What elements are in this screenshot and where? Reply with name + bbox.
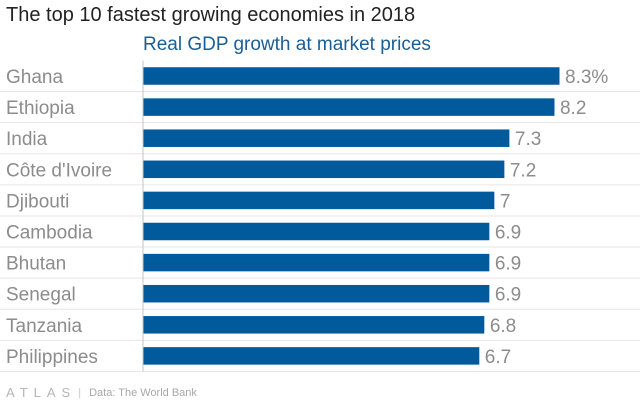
value-label: 7.2	[510, 160, 536, 181]
footer: ATLAS | Data: The World Bank	[6, 385, 197, 400]
bar	[143, 129, 510, 147]
value-label: 6.9	[495, 223, 521, 244]
value-label: 6.7	[485, 347, 511, 368]
bar	[143, 98, 555, 116]
atlas-logo: ATLAS	[6, 385, 77, 400]
value-label: 6.9	[495, 254, 521, 275]
value-label: 8.2	[560, 98, 586, 119]
category-label: Ethiopia	[6, 98, 75, 119]
data-source: Data: The World Bank	[89, 386, 197, 399]
bar	[143, 222, 490, 241]
category-label: Djibouti	[6, 191, 69, 212]
category-label: Bhutan	[6, 254, 66, 275]
category-label: Philippines	[6, 347, 98, 368]
category-label: India	[6, 129, 48, 150]
category-label: Côte d'Ivoire	[6, 160, 112, 181]
footer-separator: |	[78, 386, 82, 399]
bar	[143, 191, 495, 210]
category-label: Ghana	[6, 67, 63, 88]
bar	[143, 67, 560, 85]
bar-chart: Ghana 8.3% Ethiopia 8.2 India 7.3 Côte d'Ivoir…	[0, 60, 640, 372]
bar	[143, 316, 485, 334]
bar	[143, 347, 480, 365]
category-label: Senegal	[6, 285, 76, 306]
category-label: Cambodia	[6, 223, 93, 244]
value-label: 6.8	[490, 316, 516, 337]
category-label: Tanzania	[6, 316, 82, 337]
bar	[143, 160, 505, 179]
chart-subtitle: Real GDP growth at market prices	[143, 34, 431, 55]
chart-title: The top 10 fastest growing economies in …	[6, 4, 416, 26]
value-label: 7.3	[515, 129, 541, 150]
value-label: 6.9	[495, 285, 521, 306]
value-label: 7	[500, 191, 511, 212]
bar	[143, 253, 490, 272]
value-label: 8.3%	[565, 67, 608, 88]
bar	[143, 284, 490, 303]
